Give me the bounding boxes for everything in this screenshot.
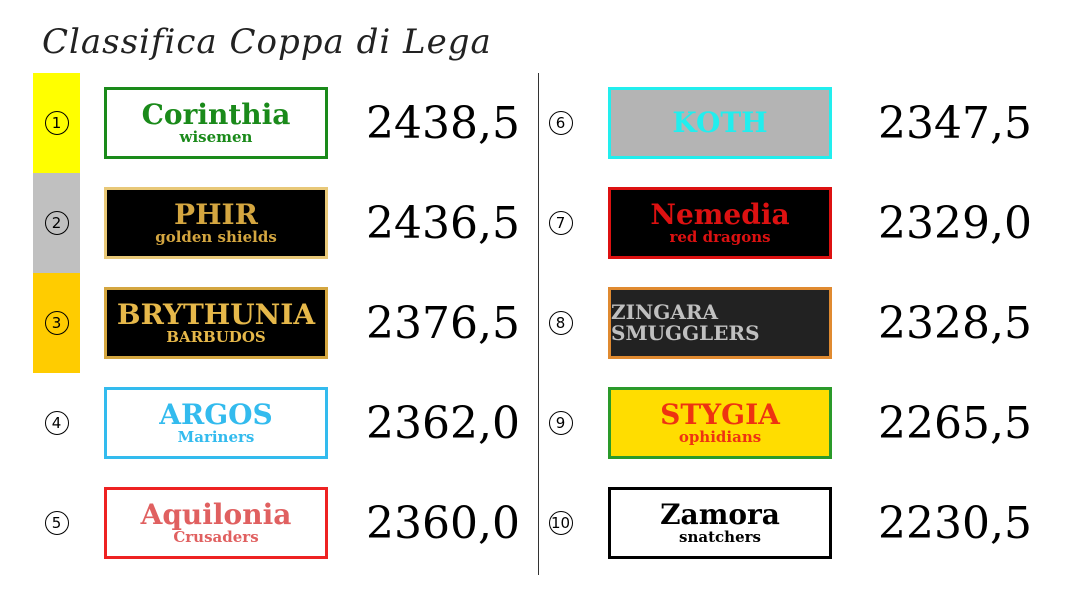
- team-logo: BRYTHUNIA BARBUDOS: [104, 287, 328, 359]
- team-score: 2360,0: [366, 497, 520, 549]
- team-subtitle: snatchers: [679, 527, 761, 546]
- team-name: Aquilonia: [140, 498, 292, 532]
- team-name: Corinthia: [141, 98, 291, 132]
- rank-number: 5: [44, 511, 69, 535]
- team-score: 2329,0: [878, 197, 1032, 249]
- rank-badge: 6: [537, 73, 584, 173]
- rank-number: 9: [548, 411, 573, 435]
- team-subtitle: wisemen: [179, 127, 253, 146]
- team-name: KOTH: [672, 106, 768, 140]
- team-name: STYGIA: [660, 398, 780, 432]
- rank-number: 4: [44, 411, 69, 435]
- team-logo: Corinthia wisemen: [104, 87, 328, 159]
- rank-number: 10: [548, 511, 573, 535]
- rank-badge: 8: [537, 273, 584, 373]
- rank-number: 2: [44, 211, 69, 235]
- team-name: ARGOS: [159, 398, 273, 432]
- team-subtitle: Crusaders: [173, 527, 259, 546]
- team-subtitle: golden shields: [155, 227, 277, 246]
- rank-number: 3: [44, 311, 69, 335]
- column-divider: [538, 73, 539, 575]
- team-score: 2328,5: [878, 297, 1032, 349]
- team-score: 2436,5: [366, 197, 520, 249]
- team-subtitle: red dragons: [669, 227, 771, 246]
- team-subtitle: BARBUDOS: [166, 327, 266, 346]
- team-logo: Nemedia red dragons: [608, 187, 832, 259]
- team-logo: PHIR golden shields: [104, 187, 328, 259]
- team-score: 2362,0: [366, 397, 520, 449]
- team-logo: ZINGARA SMUGGLERS: [608, 287, 832, 359]
- rank-badge: 2: [33, 173, 80, 273]
- rank-badge: 7: [537, 173, 584, 273]
- team-logo: KOTH: [608, 87, 832, 159]
- team-logo: Aquilonia Crusaders: [104, 487, 328, 559]
- team-score: 2376,5: [366, 297, 520, 349]
- team-name: ZINGARA SMUGGLERS: [611, 300, 760, 345]
- rank-number: 6: [548, 111, 573, 135]
- team-score: 2347,5: [878, 97, 1032, 149]
- team-logo: Zamora snatchers: [608, 487, 832, 559]
- team-name: Zamora: [660, 498, 780, 532]
- team-subtitle: ophidians: [678, 427, 762, 446]
- team-name: Nemedia: [650, 198, 790, 232]
- rank-badge: 4: [33, 373, 80, 473]
- team-score: 2438,5: [366, 97, 520, 149]
- team-logo: ARGOS Mariners: [104, 387, 328, 459]
- rank-badge: 5: [33, 473, 80, 573]
- rank-number: 1: [44, 111, 69, 135]
- rank-badge: 9: [537, 373, 584, 473]
- team-name: BRYTHUNIA: [116, 298, 316, 332]
- team-logo: STYGIA ophidians: [608, 387, 832, 459]
- rank-badge: 3: [33, 273, 80, 373]
- rank-badge: 1: [33, 73, 80, 173]
- rank-badge: 10: [537, 473, 584, 573]
- team-score: 2265,5: [878, 397, 1032, 449]
- page-title: Classifica Coppa di Lega: [42, 22, 492, 62]
- team-subtitle: Mariners: [177, 427, 255, 446]
- team-score: 2230,5: [878, 497, 1032, 549]
- rank-number: 8: [548, 311, 573, 335]
- rank-number: 7: [548, 211, 573, 235]
- team-name: PHIR: [174, 198, 258, 232]
